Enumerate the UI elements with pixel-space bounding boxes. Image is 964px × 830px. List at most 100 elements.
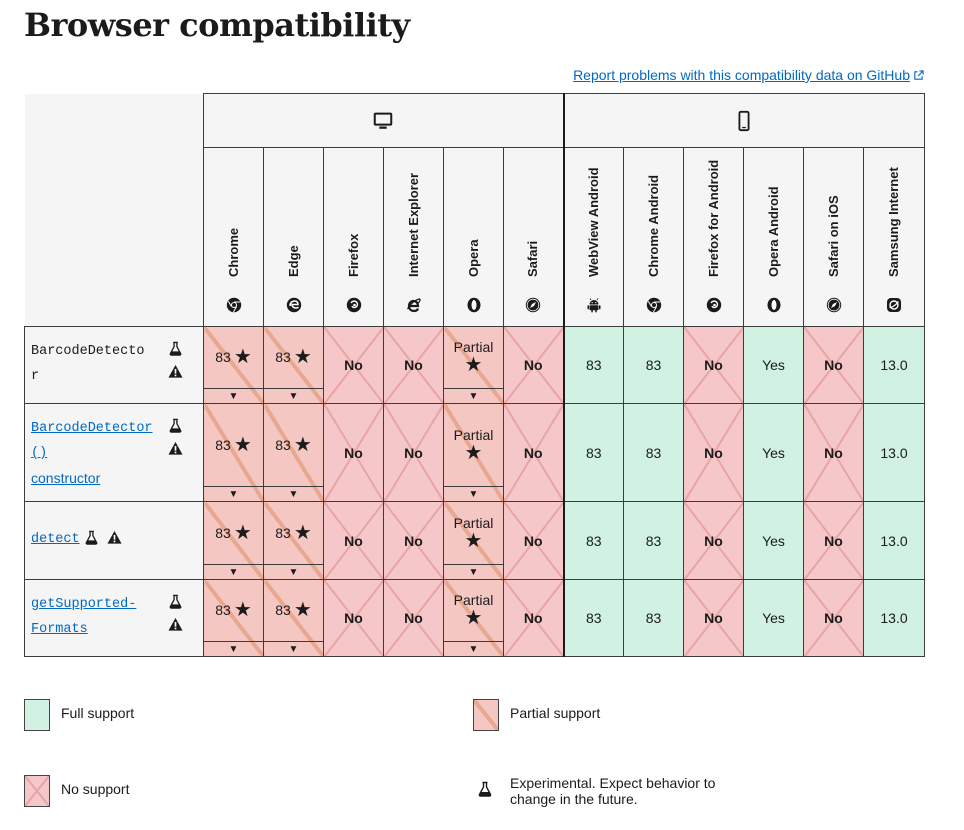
browser-header-opera: Opera xyxy=(443,147,504,327)
browser-name: Chrome Android xyxy=(645,174,661,277)
expand-toggle-icon[interactable]: ▼ xyxy=(444,486,503,501)
support-text: Partial xyxy=(453,339,494,355)
browser-header-firefox-for-android: Firefox for Android xyxy=(683,147,744,327)
feature-name-suffix[interactable]: constructor xyxy=(31,470,101,486)
support-text: No xyxy=(404,444,423,461)
support-text: 83 xyxy=(585,610,602,626)
support-cell-samsung-internet: 13.0 xyxy=(863,403,925,502)
feature-name-cell[interactable]: BarcodeDetector () constructor xyxy=(24,403,204,502)
report-problems-link[interactable]: Report problems with this compatibility … xyxy=(573,67,924,83)
support-cell-opera[interactable]: Partial ★ ▼ xyxy=(443,403,504,502)
legend-partial-label: Partial support xyxy=(510,705,601,721)
report-link-label: Report problems with this compatibility … xyxy=(573,67,910,83)
expand-toggle-icon[interactable]: ▼ xyxy=(204,388,263,403)
support-cell-internet-explorer: No xyxy=(383,326,444,404)
expand-toggle-icon[interactable]: ▼ xyxy=(444,564,503,579)
support-cell-chrome-android: 83 xyxy=(623,501,684,580)
support-cell-chrome[interactable]: 83 ★ ▼ xyxy=(203,403,264,502)
partial-impl-star-icon: ★ xyxy=(233,521,252,544)
chrome-icon xyxy=(226,297,242,313)
support-cell-firefox: No xyxy=(323,403,384,502)
feature-name-cell[interactable]: getSupported- Formats xyxy=(24,579,204,657)
support-text: Yes xyxy=(762,610,785,626)
support-cell-firefox: No xyxy=(323,579,384,657)
expand-toggle-icon[interactable]: ▼ xyxy=(204,486,263,501)
partial-impl-star-icon: ★ xyxy=(464,441,483,464)
expand-toggle-icon[interactable]: ▼ xyxy=(204,641,263,656)
support-text: No xyxy=(404,610,423,626)
support-cell-chrome[interactable]: 83 ★ ▼ xyxy=(203,501,264,580)
support-cell-opera[interactable]: Partial ★ ▼ xyxy=(443,501,504,580)
support-text: Yes xyxy=(762,444,785,461)
support-cell-samsung-internet: 13.0 xyxy=(863,501,925,580)
support-cell-webview-android: 83 xyxy=(562,579,624,657)
page-title: Browser compatibility xyxy=(24,6,410,44)
support-text: 83 xyxy=(215,349,231,365)
experimental-icon xyxy=(168,594,183,609)
support-cell-safari: No xyxy=(503,579,564,657)
expand-toggle-icon[interactable]: ▼ xyxy=(264,388,323,403)
mobile-icon xyxy=(738,110,750,131)
support-cell-chrome[interactable]: 83 ★ ▼ xyxy=(203,579,264,657)
feature-name-text[interactable]: Formats xyxy=(31,622,88,637)
feature-name-text[interactable]: detect xyxy=(31,532,80,547)
browser-name: Opera Android xyxy=(765,186,781,277)
partial-impl-star-icon: ★ xyxy=(464,529,483,552)
browser-name: WebView Android xyxy=(585,167,601,277)
browser-header-safari-on-ios: Safari on iOS xyxy=(803,147,864,327)
expand-toggle-icon[interactable]: ▼ xyxy=(444,388,503,403)
support-cell-opera[interactable]: Partial ★ ▼ xyxy=(443,579,504,657)
feature-name-text[interactable]: () xyxy=(31,446,48,461)
experimental-icon xyxy=(84,530,99,545)
browser-name: Samsung Internet xyxy=(886,167,901,277)
expand-toggle-icon[interactable]: ▼ xyxy=(264,641,323,656)
safari-icon xyxy=(826,297,842,313)
feature-name-text[interactable]: BarcodeDetector xyxy=(31,421,153,436)
expand-toggle-icon[interactable]: ▼ xyxy=(264,564,323,579)
browser-header-chrome-android: Chrome Android xyxy=(623,147,684,327)
support-cell-firefox-for-android: No xyxy=(683,326,744,404)
expand-toggle-icon[interactable]: ▼ xyxy=(264,486,323,501)
android-icon xyxy=(586,297,602,313)
browser-name: Firefox for Android xyxy=(705,159,721,277)
support-text: 83 xyxy=(215,602,231,618)
support-text: No xyxy=(523,610,543,626)
browser-name: Safari xyxy=(525,240,541,277)
feature-name-cell[interactable]: detect xyxy=(24,501,204,580)
support-cell-edge[interactable]: 83 ★ ▼ xyxy=(263,326,324,404)
table-row: BarcodeDetecto r 83 ★ ▼ 83 ★ ▼ No No Partial ★ ▼ No 83… xyxy=(24,326,925,404)
support-text: Partial xyxy=(453,426,494,443)
partial-impl-star-icon: ★ xyxy=(233,346,252,368)
support-cell-chrome[interactable]: 83 ★ ▼ xyxy=(203,326,264,404)
support-cell-samsung-internet: 13.0 xyxy=(863,326,925,404)
support-cell-opera[interactable]: Partial ★ ▼ xyxy=(443,326,504,404)
browser-header-opera-android: Opera Android xyxy=(743,147,804,327)
expand-toggle-icon[interactable]: ▼ xyxy=(204,564,263,579)
support-cell-edge[interactable]: 83 ★ ▼ xyxy=(263,501,324,580)
support-text: 83 xyxy=(645,357,662,373)
support-cell-safari-on-ios: No xyxy=(803,326,864,404)
expand-toggle-icon[interactable]: ▼ xyxy=(444,641,503,656)
support-text: 13.0 xyxy=(880,610,908,626)
deprecated-warning-icon xyxy=(168,617,183,632)
compat-table: Chrome Edge Firefox Internet Explorer Opera S… xyxy=(24,93,925,657)
support-cell-chrome-android: 83 xyxy=(623,326,684,404)
feature-name-text[interactable]: getSupported- xyxy=(31,597,137,612)
support-text: 83 xyxy=(585,357,602,373)
support-text: No xyxy=(824,444,843,461)
support-cell-edge[interactable]: 83 ★ ▼ xyxy=(263,579,324,657)
deprecated-warning-icon xyxy=(168,441,183,456)
support-text: 83 xyxy=(275,602,291,618)
platform-desktop xyxy=(203,93,565,148)
legend-full-swatch xyxy=(24,699,50,731)
legend-partial-swatch xyxy=(473,699,499,731)
ie-icon xyxy=(406,297,422,313)
support-text: 83 xyxy=(585,444,602,461)
browser-header-firefox: Firefox xyxy=(323,147,384,327)
support-cell-edge[interactable]: 83 ★ ▼ xyxy=(263,403,324,502)
support-text: 83 xyxy=(275,524,291,541)
table-row: detect 83 ★ ▼ 83 ★ ▼ No No Partial ★ ▼ No 83 83 No Yes No… xyxy=(24,501,925,580)
support-cell-safari: No xyxy=(503,501,564,580)
support-text: 83 xyxy=(585,532,602,549)
partial-impl-star-icon: ★ xyxy=(293,346,312,368)
